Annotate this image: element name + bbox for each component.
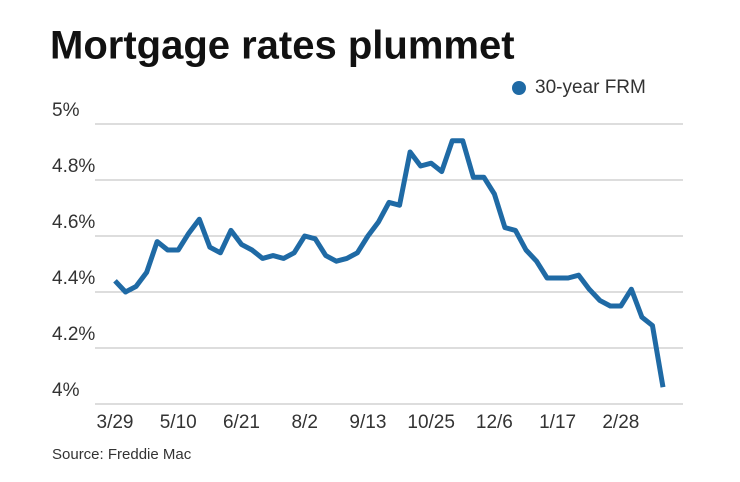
y-tick-label: 5% <box>52 100 80 121</box>
x-tick-label: 3/29 <box>97 412 134 433</box>
y-tick-label: 4.2% <box>52 324 95 345</box>
y-tick-label: 4.6% <box>52 212 95 233</box>
x-tick-label: 1/17 <box>539 412 576 433</box>
y-tick-label: 4% <box>52 380 80 401</box>
source: Source: Freddie Mac <box>52 446 192 463</box>
x-tick-label: 10/25 <box>407 412 455 433</box>
x-tick-label: 12/6 <box>476 412 513 433</box>
data-line <box>113 138 666 388</box>
legend-label: 30-year FRM <box>535 77 646 98</box>
y-tick-label: 4.8% <box>52 156 95 177</box>
x-tick-label: 9/13 <box>349 412 386 433</box>
y-tick-label: 4.4% <box>52 268 95 289</box>
chart-title: Mortgage rates plummet <box>50 24 515 68</box>
legend-marker <box>512 81 526 95</box>
x-tick-label: 8/2 <box>291 412 317 433</box>
x-tick-label: 6/21 <box>223 412 260 433</box>
x-tick-label: 2/28 <box>602 412 639 433</box>
x-tick-label: 5/10 <box>160 412 197 433</box>
